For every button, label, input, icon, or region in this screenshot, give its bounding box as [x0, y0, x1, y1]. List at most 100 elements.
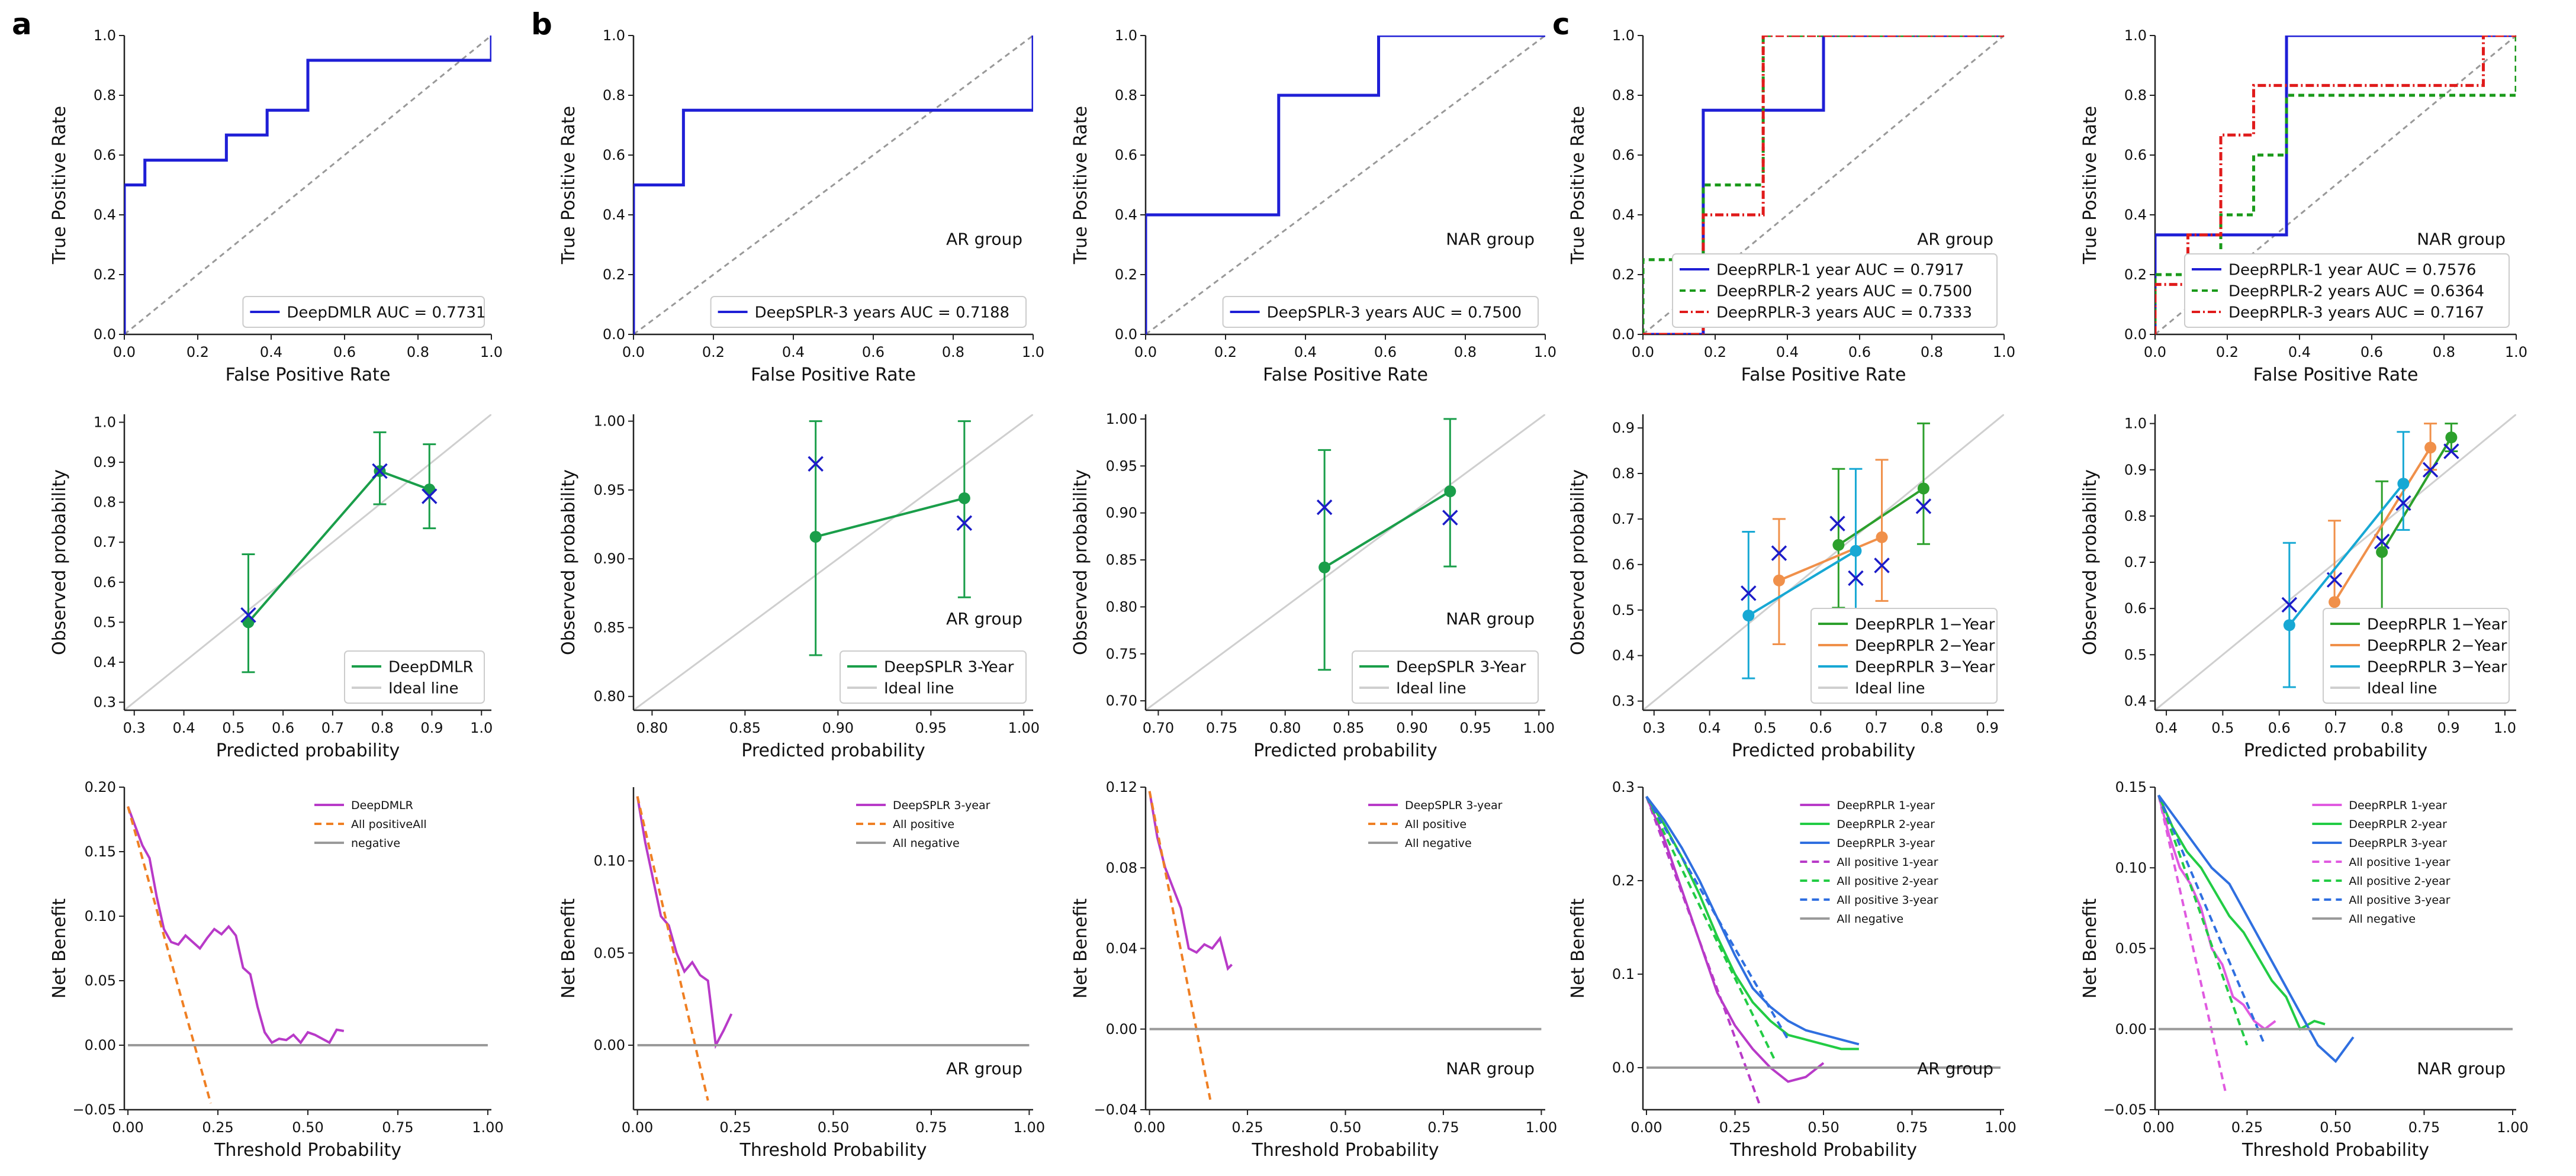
chance-line [633, 34, 1034, 336]
observed-marker [1741, 585, 1757, 601]
legend-box [1672, 253, 1998, 328]
data-point [423, 484, 436, 496]
x-tick-label: 0.00 [2143, 1119, 2174, 1136]
x-axis-label: False Positive Rate [1263, 365, 1428, 385]
legend: DeepDMLR Ideal line [344, 650, 485, 704]
legend-label: DeepRPLR 1-year [1837, 799, 1935, 812]
x-tick-label: 0.8 [2381, 720, 2403, 736]
y-tick-label: 0.10 [85, 908, 116, 924]
legend-label: All positive 2-year [2349, 875, 2450, 888]
data-point [1876, 531, 1888, 543]
observed-marker [1442, 510, 1458, 526]
data-point [1318, 561, 1331, 573]
x-tick-label: 0.7 [1865, 720, 1887, 736]
y-axis-label: Net Benefit [2080, 898, 2101, 999]
y-tick-label: 0.2 [1612, 266, 1635, 283]
y-tick-label: 0.4 [94, 207, 116, 223]
y-tick-label: 0.3 [1612, 779, 1635, 795]
y-tick-label: 1.0 [1115, 27, 1137, 44]
x-tick-label: 1.00 [472, 1119, 503, 1136]
x-tick-label: 0.2 [1214, 344, 1237, 360]
x-tick-label: 0.7 [321, 720, 344, 736]
y-tick-label: 0.8 [2124, 508, 2147, 524]
y-tick-label: 0.6 [603, 147, 625, 163]
observed-marker [240, 607, 256, 623]
panel-label-b: b [531, 7, 552, 41]
x-tick-label: 0.6 [2360, 344, 2383, 360]
observed-marker [422, 488, 438, 504]
legend-label: DeepDMLR [388, 658, 474, 676]
x-tick-label: 0.00 [112, 1119, 143, 1136]
legend-label: All negative [893, 837, 960, 850]
legend-label: DeepRPLR-3 years AUC = 0.7167 [2228, 304, 2484, 321]
y-axis-label: True Positive Rate [2080, 106, 2101, 265]
legend: DeepSPLR-3 years AUC = 0.7188 [710, 296, 1027, 328]
x-tick-label: 0.50 [292, 1119, 323, 1136]
x-tick-label: 0.25 [2231, 1119, 2263, 1136]
series-line [127, 806, 345, 1045]
series-line [1779, 536, 1883, 582]
legend-label: DeepRPLR 1-year [2349, 799, 2447, 812]
legend-box [2323, 608, 2510, 704]
chart-c-roc-ar: 0.0 0.2 0.4 0.6 0.8 1.0 0.0 0.2 0.4 0.6 0.8 1.0 Fals… [1568, 27, 2015, 385]
x-tick-label: 0.75 [1206, 720, 1237, 736]
group-label: NAR group [2417, 1059, 2506, 1078]
x-tick-label: 1.0 [470, 720, 493, 736]
series-line [1148, 791, 1233, 971]
y-tick-label: 0.05 [85, 972, 116, 989]
x-tick-label: 0.6 [1848, 344, 1871, 360]
y-tick-label: −0.05 [72, 1101, 116, 1118]
legend: DeepRPLR-1 year AUC = 0.7917 DeepRPLR-2 y… [1672, 253, 1998, 328]
y-tick-label: 0.6 [94, 147, 116, 163]
y-tick-label: 0.04 [1106, 940, 1137, 957]
y-tick-label: 1.0 [94, 414, 116, 431]
legend-box [840, 650, 1027, 704]
x-tick-label: 0.95 [1459, 720, 1491, 736]
legend: DeepSPLR 3-year All positive All negative [856, 799, 990, 850]
data-point [2445, 431, 2458, 444]
observed-marker [2281, 597, 2298, 613]
y-tick-label: 0.05 [2115, 940, 2147, 957]
x-axis-label: Threshold Probability [1729, 1140, 1917, 1161]
x-tick-label: 0.9 [2437, 720, 2460, 736]
y-tick-label: 0.00 [2115, 1021, 2147, 1038]
y-tick-label: 1.00 [1106, 411, 1137, 427]
x-tick-label: 0.6 [272, 720, 294, 736]
legend-label: DeepRPLR 2-year [1837, 818, 1935, 831]
observed-marker [1915, 498, 1932, 514]
y-tick-label: 0.1 [1612, 966, 1635, 982]
y-tick-label: 0.95 [594, 482, 625, 498]
observed-marker [956, 515, 973, 531]
x-tick-label: 0.0 [1632, 344, 1654, 360]
x-tick-label: 0.4 [2155, 720, 2178, 736]
y-tick-label: 0.8 [603, 87, 625, 104]
x-tick-label: 1.00 [1008, 720, 1040, 736]
observed-marker [372, 463, 388, 479]
observed-marker [808, 456, 824, 472]
y-axis-label: Observed probability [49, 469, 70, 655]
data-point [809, 530, 822, 543]
series-line [247, 469, 430, 623]
legend: DeepRPLR 1-year DeepRPLR 2-year DeepRPLR 3… [1800, 799, 1938, 926]
series-line [1748, 550, 1857, 617]
legend-label: All positive 3-year [1837, 894, 1938, 907]
legend-label: DeepRPLR-1 year AUC = 0.7576 [2228, 261, 2476, 279]
legend-label: Ideal line [1855, 679, 1925, 697]
x-tick-label: 1.0 [1534, 344, 1556, 360]
series-line [1645, 796, 1825, 1083]
data-point [1917, 482, 1929, 495]
legend: DeepSPLR 3-Year Ideal line [1352, 650, 1539, 704]
legend-label: DeepRPLR 1−Year [2367, 616, 2507, 633]
y-tick-label: 0.2 [2124, 266, 2147, 283]
legend-label: All positiveAll [351, 818, 427, 831]
y-axis-label: True Positive Rate [558, 106, 579, 265]
data-point [1850, 544, 1862, 557]
legend-box [242, 296, 485, 328]
x-tick-label: 0.00 [1630, 1119, 1662, 1136]
series-line [633, 36, 1033, 334]
x-axis-label: Predicted probability [1732, 740, 1915, 761]
legend-label: DeepRPLR 1−Year [1855, 616, 1995, 633]
data-point [1773, 574, 1785, 587]
y-tick-label: 0.3 [94, 694, 116, 710]
y-tick-label: 0.15 [85, 843, 116, 860]
